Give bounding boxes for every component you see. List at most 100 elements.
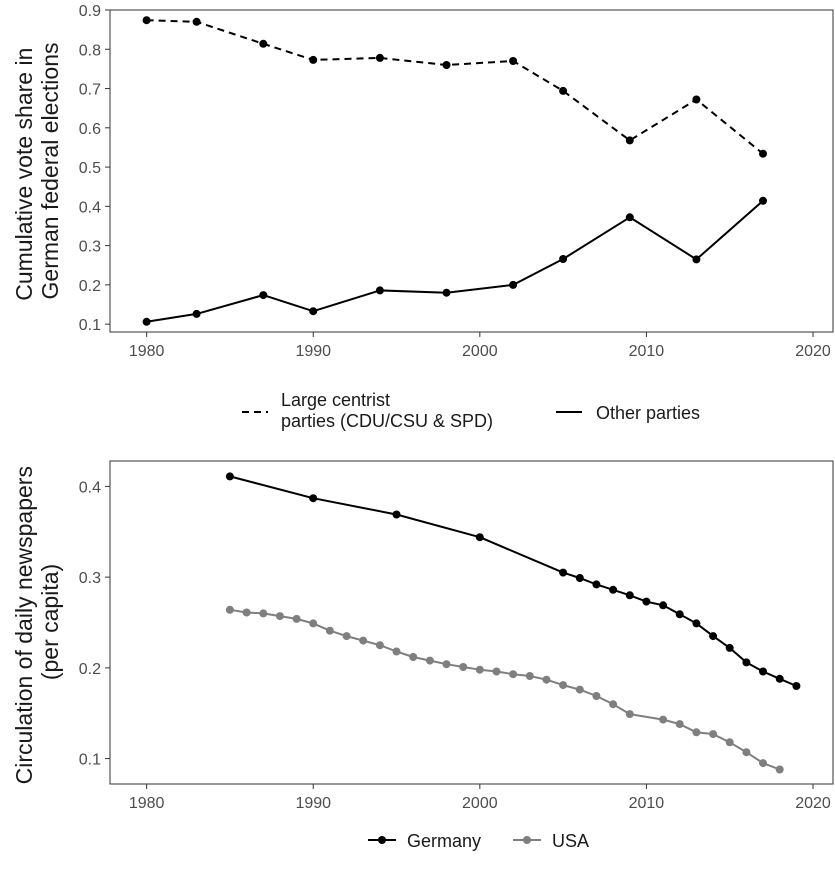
vote-share-panel: 1980 1990 2000 2010 2020 0.10.20.30.40.50.60… — [11, 3, 834, 360]
series-points — [142, 16, 767, 326]
plot-panel-border — [109, 460, 834, 785]
x-axis: 1980 1990 2000 2010 2020 — [129, 784, 831, 812]
data-point — [742, 658, 751, 667]
series-line-0 — [146, 19, 764, 155]
newspaper-circulation-panel: 1980 1990 2000 2010 2020 0.1 0.2 0.3 0.4 Circul… — [11, 460, 834, 812]
data-point — [142, 16, 151, 25]
y-axis: 0.1 0.2 0.3 0.4 0.5 0.6 0.7 0.8 0.9 — [79, 3, 110, 334]
data-point — [775, 674, 784, 683]
data-point — [759, 196, 767, 205]
data-point — [692, 728, 701, 737]
data-point — [592, 692, 601, 700]
data-point — [442, 660, 451, 669]
x-tick-label: 2000 — [462, 795, 498, 812]
y-tick-label: 0.7 — [79, 82, 101, 99]
x-tick-label: 1980 — [129, 343, 165, 360]
data-point — [575, 685, 584, 694]
data-point — [375, 641, 384, 650]
data-point — [792, 682, 801, 690]
data-point — [192, 309, 201, 318]
series-line-1 — [229, 608, 781, 771]
x-tick-label: 2020 — [795, 343, 831, 360]
x-tick-label: 1990 — [295, 795, 331, 812]
data-point — [325, 626, 334, 635]
y-axis: 0.1 0.2 0.3 0.4 — [79, 479, 110, 769]
y-axis-title-line1: Circulation of daily newspapers — [11, 466, 37, 784]
data-point — [775, 765, 784, 774]
x-tick-label: 1980 — [129, 795, 165, 812]
data-point — [625, 213, 634, 222]
series-line-1 — [146, 200, 764, 323]
data-point — [292, 614, 301, 623]
data-point — [309, 307, 318, 316]
data-point — [509, 280, 518, 289]
y-tick-label: 0.4 — [79, 199, 101, 216]
data-point — [309, 619, 318, 628]
data-point — [709, 730, 718, 739]
y-tick-label: 0.8 — [79, 42, 101, 59]
data-point — [625, 136, 634, 145]
data-point — [559, 681, 568, 690]
data-point — [375, 53, 384, 62]
data-point — [725, 643, 734, 652]
data-point — [759, 149, 767, 158]
data-point — [242, 608, 251, 617]
data-point — [492, 667, 501, 676]
y-axis-title: Circulation of daily newspapers (per cap… — [11, 460, 63, 785]
data-point — [475, 665, 484, 674]
data-point — [692, 95, 701, 104]
y-axis-title-line1: Cumulative vote share in — [11, 48, 37, 301]
y-tick-label: 0.6 — [79, 121, 101, 138]
data-point — [425, 656, 434, 665]
y-tick-label: 0.1 — [79, 752, 101, 769]
data-point — [525, 672, 534, 680]
data-point — [275, 612, 284, 621]
data-point — [659, 715, 668, 724]
data-point — [259, 39, 268, 48]
x-tick-label: 2010 — [629, 795, 665, 812]
data-point — [575, 574, 584, 582]
data-point — [309, 494, 318, 503]
series-line-0 — [229, 475, 797, 687]
y-axis-title-line2: (per capita) — [37, 564, 63, 680]
series-lines — [146, 19, 764, 323]
data-point — [759, 759, 767, 768]
data-point — [409, 653, 418, 661]
data-point — [442, 61, 451, 69]
y-axis-title: Cumulative vote share in German federal … — [11, 41, 63, 301]
data-point — [309, 55, 318, 64]
series-points — [225, 472, 801, 774]
legend-key-germany-point — [378, 836, 386, 844]
x-tick-label: 2010 — [629, 343, 665, 360]
y-tick-label: 0.3 — [79, 239, 101, 256]
legend-newspapers: Germany USA — [368, 831, 589, 851]
legend-label-centrist-line2: parties (CDU/CSU & SPD) — [281, 411, 493, 431]
data-point — [225, 605, 234, 614]
data-point — [742, 748, 751, 757]
data-point — [692, 255, 701, 264]
data-point — [475, 533, 484, 542]
data-point — [542, 675, 551, 684]
y-tick-label: 0.2 — [79, 661, 101, 678]
data-point — [709, 632, 718, 641]
x-axis: 1980 1990 2000 2010 2020 — [129, 332, 831, 360]
x-tick-label: 1990 — [295, 343, 331, 360]
data-point — [442, 288, 451, 297]
data-point — [259, 291, 268, 300]
data-point — [675, 610, 684, 619]
legend-label-usa: USA — [552, 831, 589, 851]
data-point — [375, 286, 384, 295]
data-point — [259, 609, 268, 618]
legend-label-centrist-line1: Large centrist — [281, 390, 390, 410]
data-point — [592, 580, 601, 589]
data-point — [559, 255, 568, 263]
data-point — [559, 86, 568, 95]
y-tick-label: 0.3 — [79, 570, 101, 587]
data-point — [142, 317, 151, 326]
data-point — [609, 700, 618, 709]
data-point — [725, 738, 734, 747]
data-point — [509, 670, 518, 679]
data-point — [342, 632, 351, 641]
data-point — [759, 667, 767, 676]
